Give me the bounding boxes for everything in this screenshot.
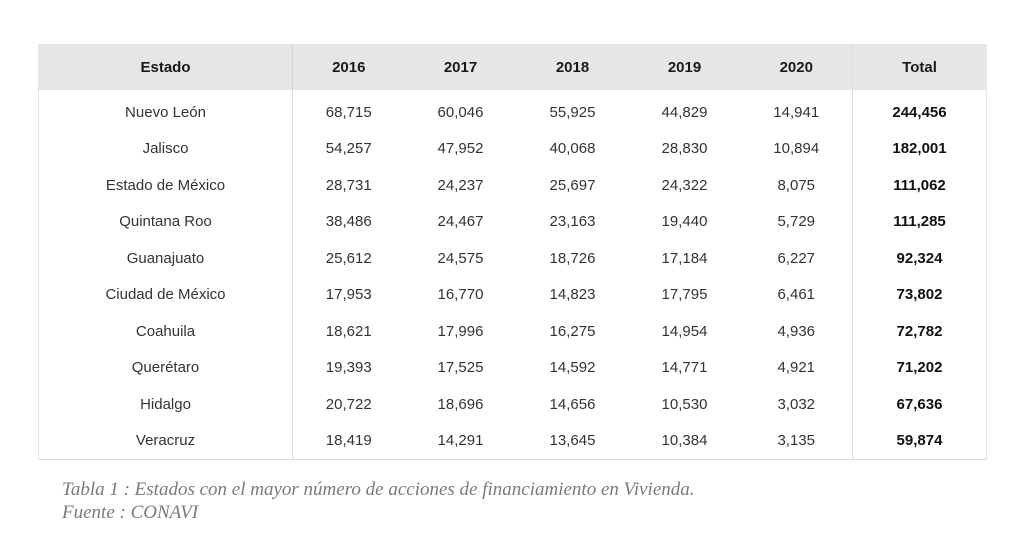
cell-2017: 16,770 xyxy=(437,286,484,304)
cell-total: 59,874 xyxy=(852,422,987,460)
cell-total: 67,636 xyxy=(852,386,987,423)
cell-total: 72,782 xyxy=(852,313,987,350)
cell-estado: Hidalgo xyxy=(38,386,293,423)
cell-estado: Coahuila xyxy=(38,313,293,350)
cell-total: 182,001 xyxy=(852,130,987,167)
cell-estado: Querétaro xyxy=(38,349,293,386)
cell-2018: 14,823 xyxy=(549,286,596,304)
cell-2016: 68,715 xyxy=(292,90,405,131)
cell-2020: 4,936 xyxy=(740,313,853,350)
cell-2016: 17,953 xyxy=(292,276,405,313)
table-row: Hidalgo 20,722 18,696 14,656 10,530 3,032 67,6… xyxy=(38,386,987,423)
cell-2019: 14,771 xyxy=(661,359,708,377)
cell-2017: 24,467 xyxy=(437,213,484,231)
header-2017: 2017 xyxy=(404,44,517,90)
cell-2017: 47,952 xyxy=(437,140,484,158)
cell-estado: Estado de México xyxy=(38,167,293,204)
cell-estado: Jalisco xyxy=(38,130,293,167)
table-row: Estado de México 28,731 24,237 25,697 24,322… xyxy=(38,167,987,204)
cell-2020: 5,729 xyxy=(740,203,853,240)
cell-total: 92,324 xyxy=(852,240,987,277)
caption-title: Tabla 1 : Estados con el mayor número de… xyxy=(62,479,695,500)
cell-2020: 3,032 xyxy=(740,386,853,423)
cell-2018: 40,068 xyxy=(549,140,596,158)
cell-2016: 28,731 xyxy=(292,167,405,204)
cell-2020: 4,921 xyxy=(740,349,853,386)
cell-2019: 44,829 xyxy=(661,103,708,121)
cell-2020: 14,941 xyxy=(740,90,853,131)
cell-2019: 19,440 xyxy=(661,213,708,231)
table-body: Nuevo León 68,715 60,046 55,925 44,829 14,941… xyxy=(38,90,987,460)
cell-2018: 55,925 xyxy=(549,103,596,121)
cell-2018: 13,645 xyxy=(516,422,629,460)
table-row: Guanajuato 25,612 24,575 18,726 17,184 6,227 9… xyxy=(38,240,987,277)
cell-2016: 54,257 xyxy=(292,130,405,167)
cell-2018: 14,592 xyxy=(549,359,596,377)
caption-source: Fuente : CONAVI xyxy=(62,502,199,523)
cell-2019: 24,322 xyxy=(661,176,708,194)
cell-2017: 18,696 xyxy=(437,395,484,413)
table-row: Nuevo León 68,715 60,046 55,925 44,829 14,941… xyxy=(38,90,987,131)
financing-actions-table: Estado 2016 2017 2018 2019 2020 Total Nu… xyxy=(38,44,987,460)
cell-2017: 24,237 xyxy=(437,176,484,194)
cell-2019: 17,795 xyxy=(661,286,708,304)
cell-total: 111,062 xyxy=(852,167,987,204)
table-row: Quintana Roo 38,486 24,467 23,163 19,440 5,72… xyxy=(38,203,987,240)
table-row: Veracruz 18,419 14,291 13,645 10,384 3,135 59,… xyxy=(38,422,987,460)
data-table-container: Estado 2016 2017 2018 2019 2020 Total Nu… xyxy=(38,44,987,460)
table-caption: Tabla 1 : Estados con el mayor número de… xyxy=(62,478,695,524)
table-row: Jalisco 54,257 47,952 40,068 28,830 10,894 182… xyxy=(38,130,987,167)
header-2020: 2020 xyxy=(740,44,853,90)
header-2016: 2016 xyxy=(292,44,405,90)
cell-2019: 10,530 xyxy=(661,395,708,413)
header-estado: Estado xyxy=(38,44,293,90)
cell-estado: Nuevo León xyxy=(38,90,293,131)
cell-2018: 25,697 xyxy=(549,176,596,194)
cell-2020: 8,075 xyxy=(740,167,853,204)
cell-2018: 14,656 xyxy=(549,395,596,413)
cell-2016: 18,419 xyxy=(292,422,405,460)
cell-2019: 10,384 xyxy=(628,422,741,460)
cell-2016: 18,621 xyxy=(292,313,405,350)
cell-2016: 25,612 xyxy=(292,240,405,277)
table-row: Querétaro 19,393 17,525 14,592 14,771 4,921 71… xyxy=(38,349,987,386)
cell-2017: 24,575 xyxy=(437,249,484,267)
cell-2020: 10,894 xyxy=(740,130,853,167)
cell-2018: 18,726 xyxy=(549,249,596,267)
table-header-row: Estado 2016 2017 2018 2019 2020 Total xyxy=(38,44,987,90)
cell-2016: 19,393 xyxy=(292,349,405,386)
cell-total: 111,285 xyxy=(852,203,987,240)
cell-2017: 17,525 xyxy=(437,359,484,377)
cell-2020: 6,227 xyxy=(740,240,853,277)
header-2018: 2018 xyxy=(516,44,629,90)
cell-2020: 3,135 xyxy=(740,422,853,460)
cell-2018: 23,163 xyxy=(549,213,596,231)
table-row: Ciudad de México 17,953 16,770 14,823 17,795… xyxy=(38,276,987,313)
cell-2019: 17,184 xyxy=(661,249,708,267)
cell-2019: 14,954 xyxy=(661,322,708,340)
cell-total: 244,456 xyxy=(852,90,987,131)
cell-estado: Ciudad de México xyxy=(38,276,293,313)
cell-2018: 16,275 xyxy=(549,322,596,340)
header-2019: 2019 xyxy=(628,44,741,90)
cell-estado: Veracruz xyxy=(38,422,293,460)
cell-2017: 17,996 xyxy=(437,322,484,340)
cell-estado: Quintana Roo xyxy=(38,203,293,240)
cell-total: 73,802 xyxy=(852,276,987,313)
cell-2017: 60,046 xyxy=(437,103,484,121)
cell-2016: 38,486 xyxy=(292,203,405,240)
cell-2019: 28,830 xyxy=(661,140,708,158)
table-row: Coahuila 18,621 17,996 16,275 14,954 4,936 72,… xyxy=(38,313,987,350)
cell-2020: 6,461 xyxy=(740,276,853,313)
cell-total: 71,202 xyxy=(852,349,987,386)
cell-2017: 14,291 xyxy=(404,422,517,460)
header-total: Total xyxy=(852,44,987,90)
cell-estado: Guanajuato xyxy=(38,240,293,277)
cell-2016: 20,722 xyxy=(292,386,405,423)
